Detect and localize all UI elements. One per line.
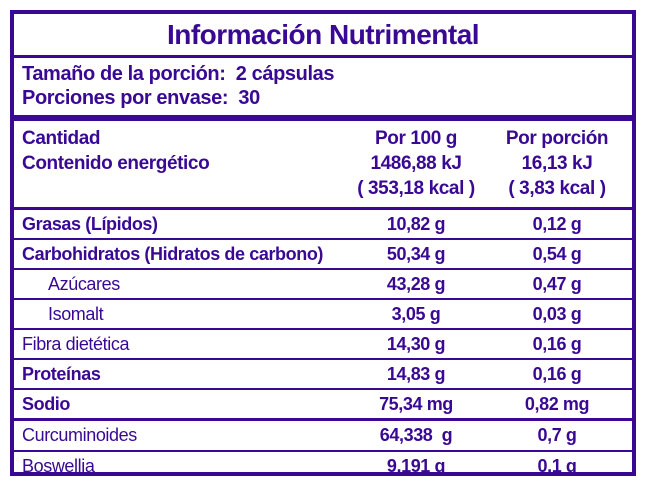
row-label: Azúcares [48, 273, 120, 294]
serving-size-line: Tamaño de la porción: 2 cápsulas [22, 63, 335, 85]
row-per-portion: 0,54 g [532, 243, 582, 264]
nutrient-row-sugars: Azúcares 43,28 g 0,47 g [14, 268, 632, 298]
nutrient-row-curcuminoids: Curcuminoides 64,338 g 0,7 g [14, 421, 632, 450]
row-label: Carbohidratos (Hidratos de carbono) [22, 243, 324, 264]
energy-kcal-per-100g: ( 353,18 kcal ) [357, 178, 475, 199]
row-label: Isomalt [48, 303, 104, 324]
row-per-portion: 0,16 g [532, 333, 582, 354]
row-per-100g: 14,30 g [386, 333, 446, 354]
nutrient-row-proteins: Proteínas 14,83 g 0,16 g [14, 358, 632, 388]
row-per-100g: 64,338 g [379, 425, 453, 445]
row-per-portion: 0,47 g [532, 273, 582, 294]
row-per-portion: 0,1 g [537, 456, 577, 476]
row-label: Curcuminoides [22, 425, 137, 445]
row-label: Sodio [22, 393, 70, 414]
row-per-portion: 0,82 mg [524, 393, 590, 414]
row-per-100g: 14,83 g [386, 363, 446, 384]
row-per-portion: 0,12 g [532, 213, 582, 234]
row-per-100g: 75,34 mg [379, 393, 453, 414]
nutrient-row-carbohydrates: Carbohidratos (Hidratos de carbono) 50,3… [14, 238, 632, 268]
nutrient-row-sodium: Sodio 75,34 mg 0,82 mg [14, 388, 632, 418]
row-per-portion: 0,16 g [532, 363, 582, 384]
servings-per-container-line: Porciones por envase: 30 [22, 87, 260, 109]
nutrition-label: Información Nutrimental Tamaño de la por… [10, 10, 636, 476]
label-title: Información Nutrimental [166, 19, 480, 50]
row-per-100g: 3,05 g [391, 303, 441, 324]
table-header: Cantidad Por 100 g Por porción Contenido… [14, 121, 632, 210]
header-energy-label: Contenido energético [22, 153, 210, 174]
row-label: Proteínas [22, 363, 101, 384]
row-label: Fibra dietética [22, 333, 130, 354]
energy-kcal-per-portion: ( 3,83 kcal ) [508, 178, 606, 199]
row-per-100g: 10,82 g [386, 213, 446, 234]
nutrient-row-boswellia: Boswellia 9,191 g 0,1 g [14, 450, 632, 481]
row-label: Boswellia [22, 456, 95, 476]
row-per-100g: 9,191 g [386, 456, 446, 476]
nutrient-row-isomalt: Isomalt 3,05 g 0,03 g [14, 298, 632, 328]
nutrient-row-dietary-fiber: Fibra dietética 14,30 g 0,16 g [14, 328, 632, 358]
row-label: Grasas (Lípidos) [22, 213, 158, 234]
nutrient-row-fats: Grasas (Lípidos) 10,82 g 0,12 g [14, 210, 632, 238]
row-per-portion: 0,7 g [537, 425, 577, 445]
header-per-100g: Por 100 g [375, 128, 457, 149]
energy-kj-per-portion: 16,13 kJ [521, 153, 593, 174]
nutrient-rows: Grasas (Lípidos) 10,82 g 0,12 g Carbohid… [14, 210, 632, 418]
serving-info-box: Tamaño de la porción: 2 cápsulas Porcion… [14, 58, 632, 121]
header-amount-label: Cantidad [22, 128, 101, 149]
row-per-100g: 50,34 g [386, 243, 446, 264]
botanical-rows: Curcuminoides 64,338 g 0,7 g Boswellia 9… [14, 418, 632, 481]
header-per-portion: Por porción [505, 128, 609, 149]
energy-kj-per-100g: 1486,88 kJ [370, 153, 462, 174]
row-per-100g: 43,28 g [386, 273, 446, 294]
label-title-box: Información Nutrimental [14, 14, 632, 58]
row-per-portion: 0,03 g [532, 303, 582, 324]
